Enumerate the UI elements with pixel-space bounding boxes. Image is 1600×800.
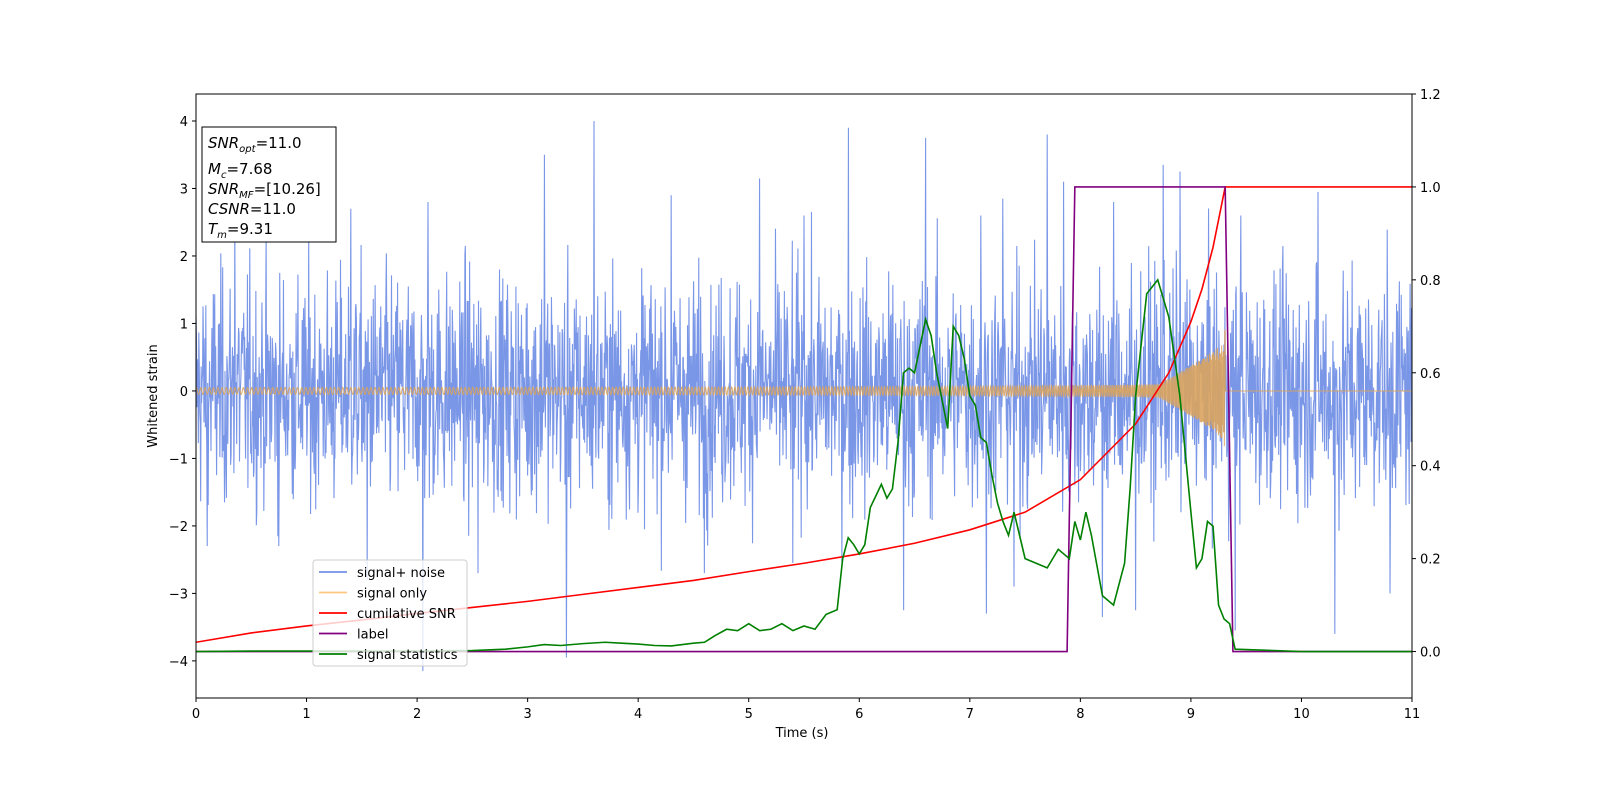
right-y-axis-ticks: 0.0 0.2 0.4 0.6 0.8 1.0 1.2 <box>1412 88 1441 661</box>
y-axis-label: Whitened strain <box>146 344 161 447</box>
annotation-line: Mc=7.68 <box>208 160 272 181</box>
left-y-tick-label: 4 <box>180 115 188 130</box>
annotation-line: SNRopt=11.0 <box>208 134 302 155</box>
left-y-tick-label: 0 <box>180 385 188 400</box>
x-tick-label: 3 <box>523 707 531 722</box>
x-tick-label: 0 <box>192 707 200 722</box>
x-tick-label: 10 <box>1293 707 1310 722</box>
left-y-tick-label: −4 <box>169 655 188 670</box>
annotation-line: SNRMF=[10.26] <box>208 180 321 201</box>
right-y-tick-label: 0.0 <box>1420 646 1441 661</box>
right-y-tick-label: 1.2 <box>1420 88 1441 103</box>
left-y-tick-label: −3 <box>169 587 188 602</box>
x-tick-label: 9 <box>1187 707 1195 722</box>
x-axis-label: Time (s) <box>775 726 829 741</box>
legend-label: cumilative SNR <box>357 607 456 622</box>
legend-label: label <box>357 628 388 643</box>
right-y-tick-label: 0.2 <box>1420 553 1441 568</box>
left-y-axis-ticks: −4 −3 −2 −1 0 1 2 3 4 <box>169 115 196 670</box>
x-tick-label: 2 <box>413 707 421 722</box>
signal-statistics-line <box>196 278 1412 653</box>
legend-label: signal+ noise <box>357 566 445 581</box>
right-y-tick-label: 0.6 <box>1420 367 1441 382</box>
right-y-tick-label: 0.8 <box>1420 274 1441 289</box>
left-y-tick-label: 1 <box>180 317 188 332</box>
annotation-box: SNRopt=11.0 Mc=7.68SNRMF=[10.26]CSNR=11.0… <box>201 126 337 243</box>
axes-frame <box>195 93 1413 699</box>
left-y-tick-label: 3 <box>180 182 188 197</box>
legend-label: signal statistics <box>357 648 458 663</box>
signal-only-line <box>196 329 1412 447</box>
right-y-tick-label: 0.4 <box>1420 460 1441 475</box>
x-tick-label: 8 <box>1076 707 1084 722</box>
x-tick-label: 4 <box>634 707 642 722</box>
annotation-line: CSNR=11.0 <box>208 200 296 218</box>
x-tick-label: 11 <box>1404 707 1421 722</box>
right-y-tick-label: 1.0 <box>1420 181 1441 196</box>
x-tick-label: 5 <box>745 707 753 722</box>
x-axis-ticks: 0 1 2 3 4 5 6 7 8 9 10 11 <box>192 698 1420 722</box>
legend-frame <box>312 559 468 667</box>
x-tick-label: 1 <box>302 707 310 722</box>
x-tick-label: 7 <box>966 707 974 722</box>
left-y-tick-label: 2 <box>180 250 188 265</box>
left-y-tick-label: −2 <box>169 520 188 535</box>
series-signal-only <box>196 329 1412 447</box>
x-tick-label: 6 <box>855 707 863 722</box>
legend: signal+ noise signal only cumilative SNR la… <box>312 559 468 667</box>
annotation-line: Tm=9.31 <box>208 220 273 241</box>
label-line <box>196 186 1412 653</box>
legend-label: signal only <box>357 587 427 602</box>
annotation-frame <box>201 126 337 243</box>
left-y-tick-label: −1 <box>169 452 188 467</box>
